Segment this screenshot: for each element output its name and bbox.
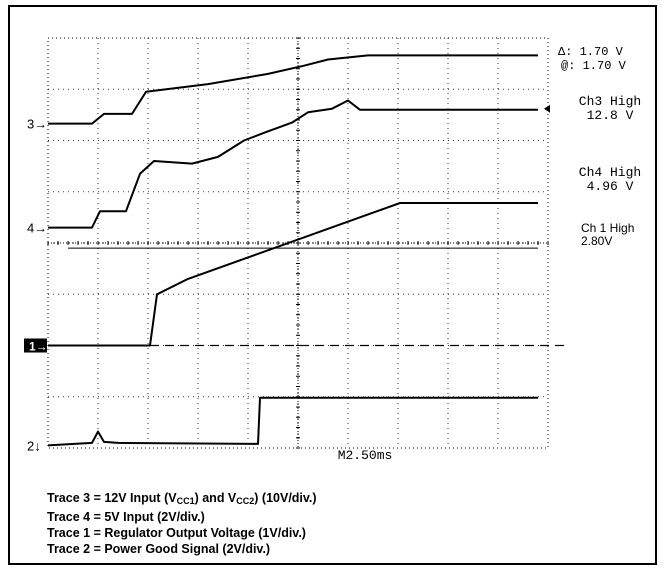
trace-layer xyxy=(47,54,570,447)
trace-4-marker-label: 4→ xyxy=(27,221,47,236)
trace-1-marker-label: 1→ xyxy=(29,340,48,354)
ch3-high-value: 12.8 V xyxy=(586,108,634,123)
trace-2-marker-label: 2↓ xyxy=(27,438,41,453)
graticule xyxy=(47,37,549,449)
timebase-label: M2.50ms xyxy=(338,448,393,463)
ch3-high-title: Ch3 High xyxy=(578,94,642,109)
trace-legend: Trace 3 = 12V Input (VCC1) and VCC2) (10… xyxy=(47,490,317,557)
trace-1-line xyxy=(48,202,538,347)
trace-3-marker-label: 3→ xyxy=(27,117,47,132)
trace-4-line xyxy=(48,99,538,229)
legend-trace-4: Trace 4 = 5V Input (2V/div.) xyxy=(47,510,205,524)
trace-marker-layer: 3→ 4→ 1→ 2↓ xyxy=(24,104,550,453)
ch4-high-value: 4.96 V xyxy=(586,179,634,194)
trace-1-marker-box xyxy=(24,338,47,353)
ch4-high-title: Ch4 High xyxy=(578,165,642,180)
delta-readout: Δ: 1.70 V xyxy=(558,45,623,59)
legend-trace-1: Trace 1 = Regulator Output Voltage (1V/d… xyxy=(47,526,306,540)
trace-3-line xyxy=(48,54,538,125)
trace-2-line xyxy=(47,396,538,447)
legend-trace-2: Trace 2 = Power Good Signal (2V/div.) xyxy=(47,542,271,556)
at-readout: @: 1.70 V xyxy=(561,59,626,73)
legend-trace-3: Trace 3 = 12V Input (VCC1) and VCC2) (10… xyxy=(47,491,317,506)
oscilloscope-plot: 3→ 4→ 1→ 2↓ M2.50ms xyxy=(24,37,570,463)
ch1-high-title: Ch 1 High xyxy=(581,221,635,235)
figure-frame xyxy=(8,5,657,565)
ch3-high-pointer-icon xyxy=(544,104,550,113)
ch1-high-value: 2.80V xyxy=(581,234,613,248)
